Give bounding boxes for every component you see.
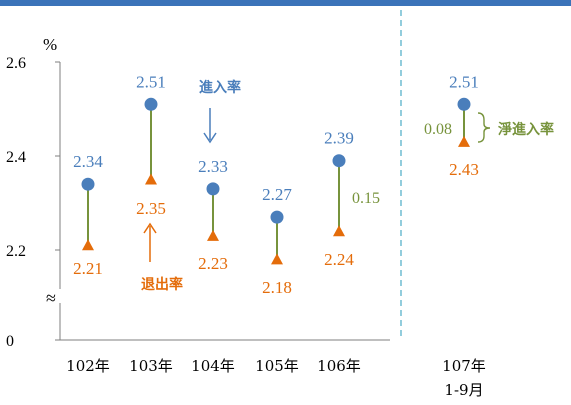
entry-rate-label: 2.27 (262, 185, 292, 204)
exit-rate-arrow-head (143, 222, 157, 234)
y-tick-label: 2.4 (6, 149, 26, 166)
axis-break-gap (52, 289, 68, 303)
x-category-label: 107年 (442, 357, 486, 375)
x-category-label: 103年 (129, 357, 173, 375)
net-value-106: 0.15 (352, 190, 380, 207)
net-value-107: 0.08 (424, 121, 452, 138)
x-category-label: 1-9月 (444, 381, 483, 399)
net-entry-rate-annotation: 淨進入率 (498, 121, 554, 138)
exit-rate-label: 2.21 (73, 259, 103, 278)
x-category-label: 106年 (317, 357, 361, 375)
top-bar (0, 0, 571, 6)
exit-rate-label: 2.24 (324, 250, 354, 269)
x-category-label: 102年 (66, 357, 110, 375)
entry-rate-point (457, 97, 471, 111)
unit-label: % (43, 35, 57, 54)
entry-rate-label: 2.51 (449, 72, 479, 91)
entry-rate-arrow-head (203, 132, 217, 144)
entry-rate-label: 2.51 (136, 72, 166, 91)
exit-rate-point (333, 225, 345, 237)
entry-rate-point (206, 182, 220, 196)
exit-rate-label: 2.43 (449, 160, 479, 179)
entry-rate-point (270, 210, 284, 224)
exit-rate-label: 2.35 (136, 199, 166, 218)
exit-rate-point (458, 135, 470, 147)
entry-rate-label: 2.34 (73, 152, 103, 171)
exit-rate-label: 2.18 (262, 278, 292, 297)
x-category-label: 104年 (191, 357, 235, 375)
exit-rate-point (207, 229, 219, 241)
net-brace (477, 112, 491, 143)
exit-rate-label: 2.23 (198, 254, 228, 273)
entry-rate-point (81, 177, 95, 191)
x-category-label: 105年 (255, 357, 299, 375)
exit-rate-annotation: 退出率 (141, 276, 183, 293)
entry-rate-annotation: 進入率 (199, 79, 241, 96)
exit-rate-point (82, 239, 94, 251)
axis-break-symbol: ≈ (46, 288, 56, 308)
y-tick-label: 0 (6, 333, 14, 350)
entry-rate-label: 2.33 (198, 157, 228, 176)
entry-rate-point (332, 154, 346, 168)
y-tick-label: 2.6 (6, 55, 26, 72)
entry-rate-point (144, 97, 158, 111)
exit-rate-point (145, 173, 157, 185)
exit-rate-point (271, 253, 283, 265)
y-tick-label: 2.2 (6, 243, 26, 260)
entry-rate-label: 2.39 (324, 129, 354, 148)
